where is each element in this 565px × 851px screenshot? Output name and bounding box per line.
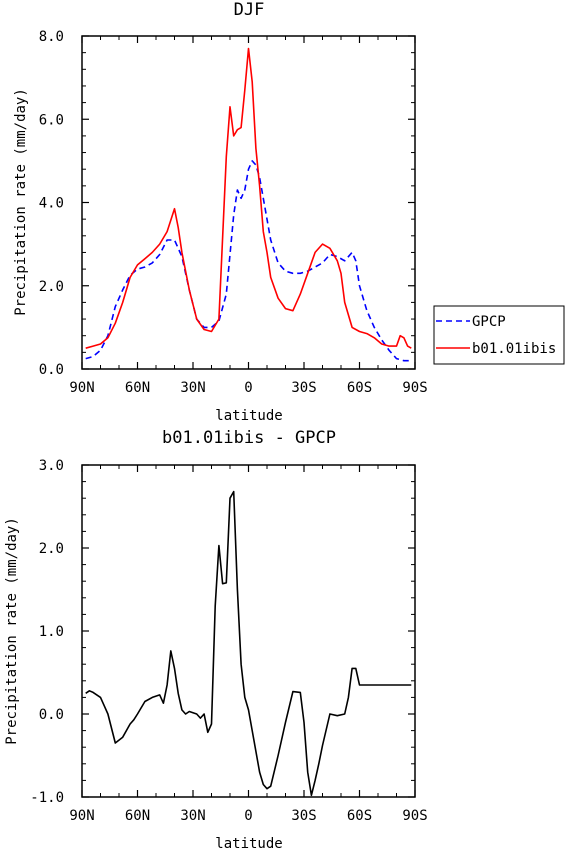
top-chart-title: DJF <box>234 0 265 20</box>
legend-label-gpcp: GPCP <box>472 314 506 330</box>
bottom-y-tick-label: 2.0 <box>39 541 64 557</box>
bottom-chart-frame <box>81 464 416 798</box>
bottom-x-tick-label: 60N <box>125 808 150 824</box>
top-x-tick-label: 60S <box>347 380 372 396</box>
top-y-tick-label: 4.0 <box>39 196 64 212</box>
bottom-x-tick-label: 60S <box>347 808 372 824</box>
legend: GPCP b01.01ibis <box>433 305 565 365</box>
top-series-line-b01-01ibis <box>85 47 412 349</box>
top-x-tick-label: 60N <box>125 380 150 396</box>
bottom-series-line-difference <box>85 490 412 797</box>
top-y-tick-label: 8.0 <box>39 29 64 45</box>
top-chart-frame <box>81 35 416 370</box>
bottom-y-tick-label: 0.0 <box>39 707 64 723</box>
bottom-x-tick-label: 30S <box>291 808 316 824</box>
bottom-chart: b01.01ibis - GPCP latitude Precipitation… <box>4 428 428 851</box>
bottom-y-tick-label: -1.0 <box>30 790 64 806</box>
bottom-y-tick-label: 1.0 <box>39 624 64 640</box>
bottom-x-tick-label: 30N <box>180 808 205 824</box>
top-x-tick-label: 30S <box>291 380 316 396</box>
top-y-tick-label: 6.0 <box>39 112 64 128</box>
top-y-tick-label: 0.0 <box>39 362 64 378</box>
top-x-tick-label: 90S <box>402 380 427 396</box>
bottom-x-tick-label: 90N <box>69 808 94 824</box>
bottom-chart-title: b01.01ibis - GPCP <box>162 428 336 448</box>
bottom-x-tick-label: 90S <box>402 808 427 824</box>
top-x-tick-label: 30N <box>180 380 205 396</box>
bottom-chart-y-axis-label: Precipitation rate (mm/day) <box>4 517 20 745</box>
legend-box <box>433 305 565 365</box>
top-series-line-gpcp <box>85 160 412 362</box>
bottom-y-tick-label: 3.0 <box>39 458 64 474</box>
bottom-x-tick-label: 0 <box>244 808 252 824</box>
legend-label-b01-01ibis: b01.01ibis <box>472 341 556 357</box>
top-chart-x-axis-label: latitude <box>215 408 282 424</box>
top-chart: DJF latitude Precipitation rate (mm/day)… <box>13 0 428 424</box>
top-chart-y-axis-label: Precipitation rate (mm/day) <box>13 88 29 316</box>
top-y-tick-label: 2.0 <box>39 279 64 295</box>
top-x-tick-label: 0 <box>244 380 252 396</box>
top-x-tick-label: 90N <box>69 380 94 396</box>
bottom-chart-x-axis-label: latitude <box>215 836 282 851</box>
